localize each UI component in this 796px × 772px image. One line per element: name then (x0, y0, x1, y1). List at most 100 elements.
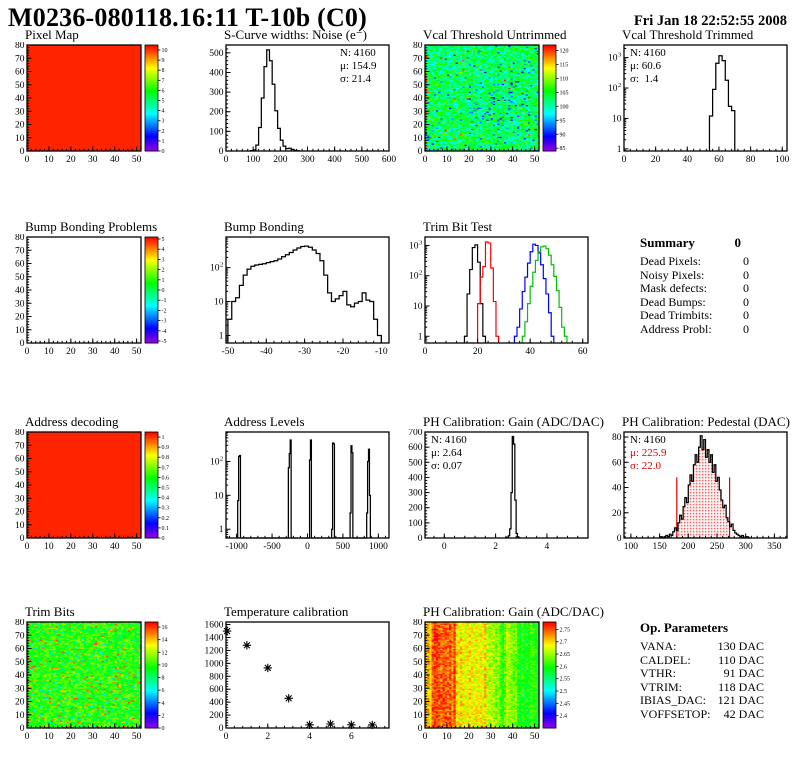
parameter-row: VOFFSETOP: 42 DAC (640, 706, 764, 722)
stats-line: μ: 225.9 (630, 447, 667, 459)
row-value: 0 (743, 267, 749, 282)
plot-title: Bump Bonding Problems (25, 219, 158, 234)
parameter-row: VTHR: 91 DAC (640, 667, 764, 681)
summary-rows: Dead Pixels: 0 Noisy Pixels: 0 Mask defects:… (640, 254, 796, 337)
vcal-threshold-untrimmed-heatmap (398, 42, 597, 168)
plot-cell-address-decoding: Address decoding (0, 414, 199, 606)
row-value: 42 DAC (723, 706, 764, 721)
plot-title: Trim Bit Test (423, 219, 493, 234)
address-decoding-heatmap (0, 429, 199, 555)
trim-bit-test-histogram (398, 234, 597, 360)
op-parameters-header: Op. Parameters (640, 620, 729, 635)
plot-cell-vcal-trimmed: Vcal Threshold Trimmed N: 4160 μ: 60.6 σ: … (597, 27, 796, 219)
trim-bits-heatmap (0, 619, 199, 745)
stats-box: N: 4160 μ: 225.9 σ: 22.0 (630, 434, 666, 473)
row-label: VTRIM: (640, 679, 682, 694)
stats-line: μ: 60.6 (630, 60, 661, 72)
plot-cell-trim-bit-test: Trim Bit Test (398, 219, 597, 411)
row-label: Dead Pixels: (640, 254, 701, 268)
row-value: 130 DAC (717, 639, 764, 653)
parameter-row: Dead Bumps: 0 (640, 294, 749, 310)
plot-cell-scurve-noise: S-Curve widths: Noise (e⁻) N: 4160 μ: 154… (199, 27, 398, 219)
stats-box: N: 4160 μ: 60.6 σ: 1.4 (630, 47, 666, 86)
address-levels-histogram (199, 429, 398, 555)
row-label: VANA: (640, 639, 677, 653)
op-parameters-rows: VANA: 130 DAC CALDEL: 110 DAC VTHR: 91 DAC VTR… (640, 639, 796, 722)
parameter-row: Address Probl: 0 (640, 321, 749, 337)
plot-cell-address-levels: Address Levels (199, 414, 398, 606)
page-date: Fri Jan 18 22:52:55 2008 (633, 13, 787, 29)
row-value: 0 (743, 308, 749, 323)
plot-cell-bump-bonding: Bump Bonding (199, 219, 398, 411)
row-value: 121 DAC (717, 693, 764, 708)
stats-line: N: 4160 (630, 47, 666, 59)
ph-gain-heatmap (398, 619, 597, 745)
row-value: 0 (743, 294, 749, 309)
row-label: IBIAS_DAC: (640, 693, 707, 708)
plot-title: Temperature calibration (224, 604, 349, 619)
ph-pedestal-histogram (597, 429, 796, 555)
row-value: 110 DAC (718, 652, 764, 667)
parameter-row: Mask defects: 0 (640, 282, 749, 296)
parameter-row: VTRIM: 118 DAC (640, 679, 764, 695)
plot-title: Vcal Threshold Trimmed (622, 27, 754, 42)
plot-title: PH Calibration: Pedestal (DAC) (622, 414, 790, 429)
parameter-row: IBIAS_DAC: 121 DAC (640, 694, 764, 708)
row-label: Noisy Pixels: (640, 267, 705, 282)
row-label: Address Probl: (640, 321, 712, 336)
plot-title: Trim Bits (25, 604, 75, 619)
stats-line: σ: 1.4 (630, 73, 659, 85)
parameter-row: CALDEL: 110 DAC (640, 652, 764, 668)
scurve-noise-histogram (199, 42, 398, 168)
plot-cell-ph-gain-map: PH Calibration: Gain (ADC/DAC) (398, 604, 604, 772)
stats-line: σ: 21.4 (340, 73, 371, 85)
bump-bonding-problems-heatmap (0, 234, 199, 360)
stats-line: μ: 2.64 (431, 447, 462, 459)
vcal-threshold-trimmed-histogram (597, 42, 796, 168)
plot-title: Address Levels (224, 414, 305, 429)
page-title: M0236-080118.16:11 T-10b (C0) (8, 3, 367, 32)
plot-title: S-Curve widths: Noise (e⁻) (224, 27, 367, 42)
plot-title: Address decoding (25, 414, 119, 429)
summary-title: Summary (640, 235, 695, 250)
row-label: VOFFSETOP: (640, 706, 711, 721)
plot-cell-pixel-map: Pixel Map (0, 27, 199, 219)
row-label: CALDEL: (640, 652, 691, 667)
row-value: 0 (743, 281, 749, 296)
stats-line: N: 4160 (630, 434, 666, 446)
summary-panel: Summary 0 Dead Pixels: 0 Noisy Pixels: 0 Mas… (597, 219, 796, 411)
row-value: 118 DAC (718, 679, 764, 694)
plot-title: Pixel Map (25, 27, 79, 42)
temperature-calibration-scatter (199, 619, 398, 745)
stats-box: N: 4160 μ: 154.9 σ: 21.4 (340, 47, 376, 86)
row-value: 0 (743, 321, 749, 336)
stats-line: σ: 22.0 (630, 460, 661, 472)
summary-header: Summary 0 (640, 235, 741, 251)
plot-title: PH Calibration: Gain (ADC/DAC) (423, 604, 604, 619)
parameter-row: VANA: 130 DAC (640, 639, 764, 654)
plot-cell-vcal-untrimmed: Vcal Threshold Untrimmed (398, 27, 597, 219)
stats-line: N: 4160 (431, 434, 467, 446)
parameter-row: Dead Pixels: 0 (640, 254, 749, 269)
row-value: 0 (743, 254, 749, 268)
stats-line: μ: 154.9 (340, 60, 377, 72)
plot-cell-ph-gain-hist: PH Calibration: Gain (ADC/DAC) N: 4160 μ:… (398, 414, 604, 606)
stats-line: N: 4160 (340, 47, 376, 59)
row-label: VTHR: (640, 666, 676, 681)
parameter-row: Dead Trimbits: 0 (640, 309, 749, 323)
summary-total: 0 (734, 235, 742, 250)
stats-box: N: 4160 μ: 2.64 σ: 0.07 (431, 434, 467, 473)
row-label: Dead Bumps: (640, 294, 706, 309)
ph-gain-histogram (398, 429, 597, 555)
plot-title: PH Calibration: Gain (ADC/DAC) (423, 414, 604, 429)
plot-title: Bump Bonding (224, 219, 304, 234)
plot-cell-temperature-calibration: Temperature calibration (199, 604, 398, 772)
plot-cell-trim-bits: Trim Bits (0, 604, 199, 772)
plot-cell-bump-bonding-problems: Bump Bonding Problems (0, 219, 199, 411)
plot-cell-ph-pedestal: PH Calibration: Pedestal (DAC) N: 4160 μ:… (597, 414, 796, 606)
row-label: Mask defects: (640, 281, 707, 296)
stats-line: σ: 0.07 (431, 460, 462, 472)
row-label: Dead Trimbits: (640, 308, 713, 323)
plot-title: Vcal Threshold Untrimmed (423, 27, 567, 42)
